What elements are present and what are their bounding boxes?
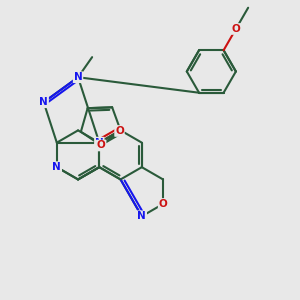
Text: O: O [97,140,106,151]
Text: N: N [95,138,104,148]
Text: O: O [232,24,240,34]
Text: O: O [115,126,124,136]
Text: N: N [39,97,48,107]
Text: N: N [52,162,61,172]
Text: N: N [137,211,146,221]
Text: O: O [159,199,167,209]
Text: N: N [74,72,82,82]
